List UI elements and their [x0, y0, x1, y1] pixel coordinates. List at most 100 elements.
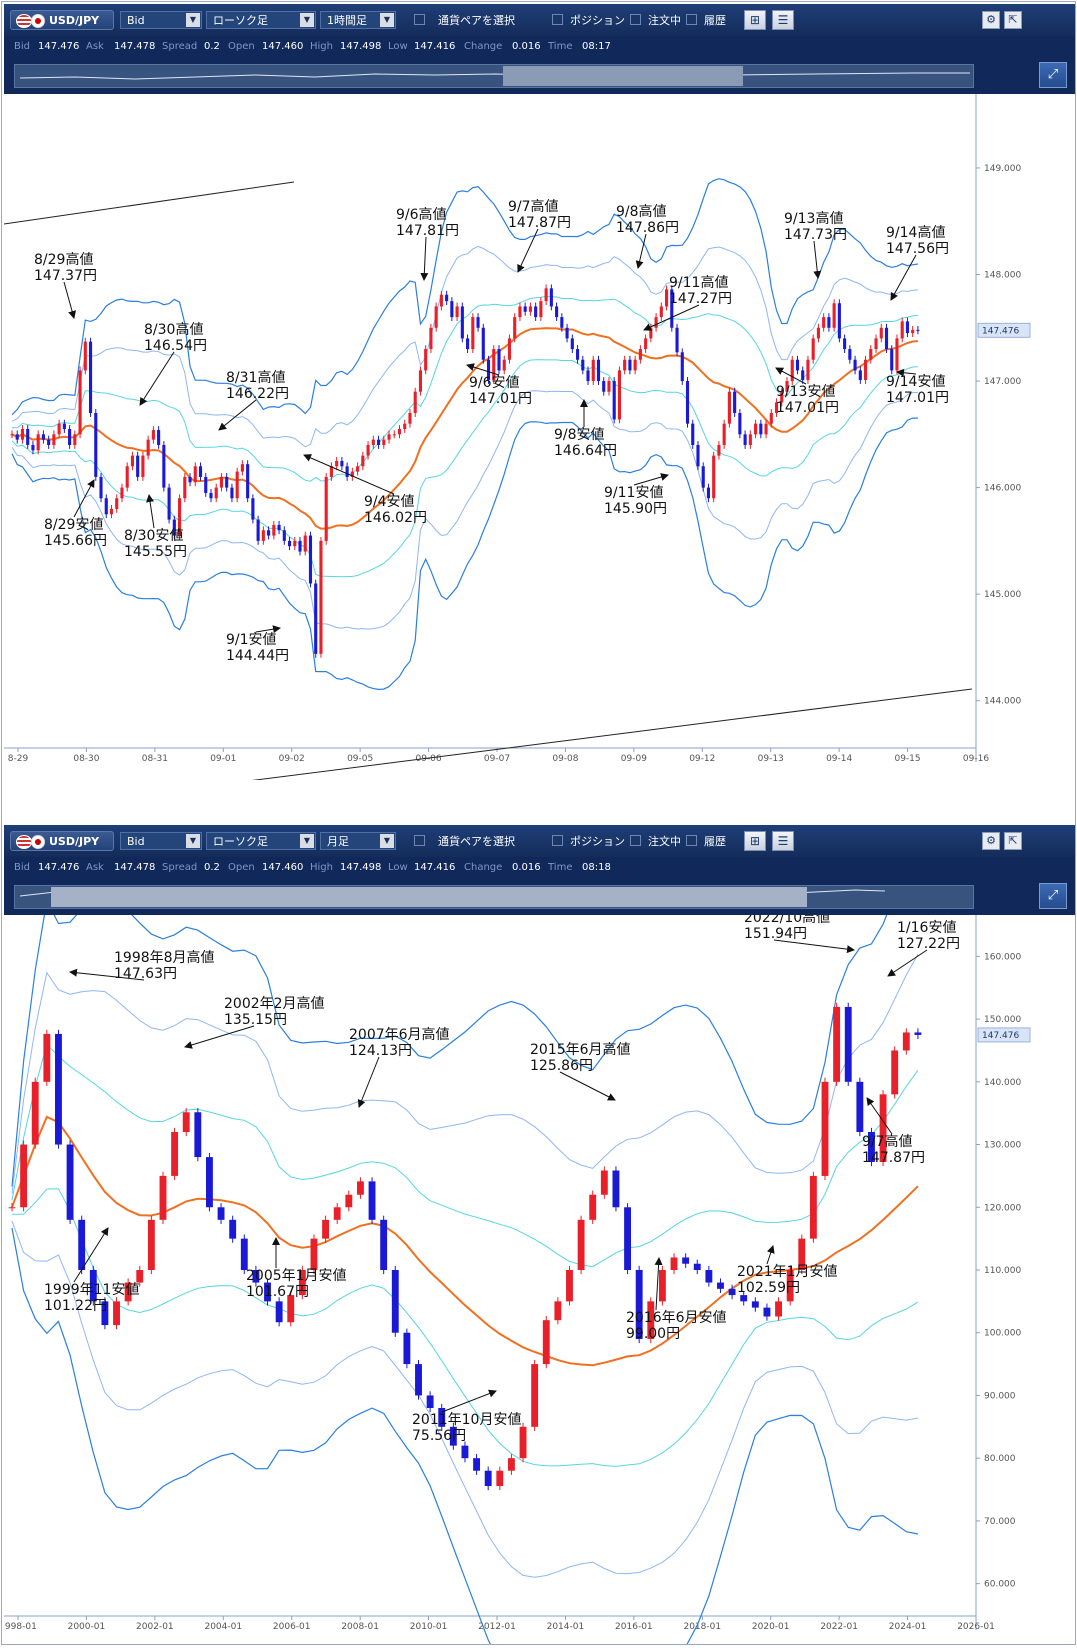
period-select[interactable]: 月足 ▼	[320, 832, 396, 850]
candle	[408, 413, 412, 424]
candle	[905, 321, 910, 334]
gear-icon[interactable]: ⚙	[982, 11, 1000, 29]
price-chart[interactable]: 160.000 150.000 140.000 130.000 120.000 110.0…	[0, 838, 1075, 1648]
annotation-price: 147.01円	[776, 400, 839, 416]
navigator-track[interactable]	[14, 64, 974, 88]
price-chart[interactable]: 149.000 148.000 147.000 146.000 145.000 144.0…	[3, 94, 1075, 813]
candle	[786, 1270, 794, 1302]
navigator-window[interactable]	[503, 66, 743, 86]
candle	[832, 303, 836, 328]
current-price-label: 147.476	[982, 1031, 1019, 1041]
annotation-label: 2011年10月安値	[412, 1412, 521, 1428]
candle	[471, 317, 475, 350]
candle	[94, 413, 98, 477]
candle	[481, 327, 485, 360]
chart-type-select[interactable]: ローソク足 ▼	[206, 11, 316, 29]
candle	[665, 289, 669, 307]
orders-checkbox[interactable]	[630, 835, 641, 846]
flag-jp-icon	[31, 835, 45, 849]
history-label: 履歴	[704, 835, 726, 848]
open-label: Open	[228, 862, 255, 873]
candle	[869, 349, 873, 360]
popout-icon[interactable]: ⇱	[1004, 832, 1022, 850]
chart-settings-icon[interactable]: ⊞	[744, 831, 766, 851]
annotation-label: 9/14安値	[886, 374, 945, 390]
history-checkbox[interactable]	[686, 14, 697, 25]
chart-type-select[interactable]: ローソク足 ▼	[206, 832, 316, 850]
candle	[47, 439, 51, 445]
chart-settings-icon[interactable]: ⊞	[744, 10, 766, 30]
candle	[644, 338, 648, 350]
candle	[391, 1270, 399, 1333]
select-pair-checkbox[interactable]	[414, 14, 425, 25]
x-tick-label: 2000-01	[68, 1622, 106, 1632]
candle	[848, 349, 852, 360]
navigator: ⤢	[4, 879, 1075, 916]
candle	[764, 423, 768, 435]
high-value: 147.498	[340, 41, 382, 52]
flag-us-icon	[16, 835, 32, 849]
position-checkbox[interactable]	[552, 835, 563, 846]
position-checkbox[interactable]	[552, 14, 563, 25]
period-select[interactable]: 1時間足 ▼	[320, 11, 396, 29]
candle	[264, 1282, 271, 1302]
candle	[790, 359, 794, 382]
price-type-select[interactable]: Bid ▼	[120, 11, 202, 29]
expand-icon[interactable]: ⤢	[1039, 62, 1067, 88]
candle	[115, 498, 119, 509]
x-tick-label: 2020-01	[752, 1622, 790, 1632]
ask-value: 147.478	[114, 862, 156, 873]
candle	[748, 434, 752, 445]
candle	[712, 455, 716, 499]
candle	[891, 1050, 899, 1095]
candle	[682, 1257, 690, 1264]
candle	[136, 1270, 144, 1283]
indicator-icon[interactable]: ☰	[772, 831, 794, 851]
low-label: Low	[388, 41, 408, 52]
candle	[178, 498, 182, 536]
low-value: 147.416	[414, 41, 456, 52]
annotation-label: 2021年1月安値	[737, 1264, 838, 1280]
navigator-window[interactable]	[51, 887, 807, 907]
annotation-arrow	[303, 454, 395, 495]
annotation-price: 147.87円	[862, 1150, 925, 1166]
gear-icon[interactable]: ⚙	[982, 832, 1000, 850]
annotation-price: 147.56円	[886, 241, 949, 257]
x-tick-label: 2018-01	[683, 1622, 721, 1632]
expand-icon[interactable]: ⤢	[1039, 883, 1067, 909]
orders-checkbox[interactable]	[630, 14, 641, 25]
candle	[418, 370, 423, 392]
candle	[566, 1270, 573, 1302]
candle	[801, 370, 805, 380]
candle	[26, 429, 30, 445]
candle	[31, 444, 35, 451]
candle	[591, 359, 595, 382]
select-pair-checkbox[interactable]	[414, 835, 425, 846]
candle	[182, 1112, 190, 1132]
candle	[570, 338, 574, 350]
annotation-arrow	[775, 367, 807, 385]
chevron-down-icon: ▼	[380, 834, 394, 848]
navigator-track[interactable]	[14, 885, 974, 909]
annotation-label: 8/30高値	[144, 321, 203, 338]
y-tick-label: 70.000	[984, 1517, 1016, 1527]
chart-area[interactable]: 160.000 150.000 140.000 130.000 120.000 110.0…	[0, 838, 1075, 1648]
candle	[62, 423, 66, 429]
history-checkbox[interactable]	[686, 835, 697, 846]
candle	[821, 1081, 829, 1176]
x-tick-label: 09-14	[826, 754, 852, 764]
price-type-select[interactable]: Bid ▼	[120, 832, 202, 850]
y-tick-label: 100.000	[984, 1329, 1021, 1339]
indicator-icon[interactable]: ☰	[772, 10, 794, 30]
chevron-down-icon: ▼	[300, 834, 314, 848]
pair-button[interactable]: USD/JPY	[10, 10, 114, 30]
candle	[774, 402, 779, 414]
chevron-down-icon: ▼	[186, 13, 200, 27]
popout-icon[interactable]: ⇱	[1004, 11, 1022, 29]
chart-area[interactable]: 149.000 148.000 147.000 146.000 145.000 144.0…	[3, 94, 1075, 813]
pair-button[interactable]: USD/JPY	[10, 831, 114, 851]
candle	[449, 1426, 457, 1446]
annotation-price: 99.00円	[626, 1326, 680, 1342]
candle	[833, 1006, 841, 1082]
candle	[670, 289, 674, 328]
